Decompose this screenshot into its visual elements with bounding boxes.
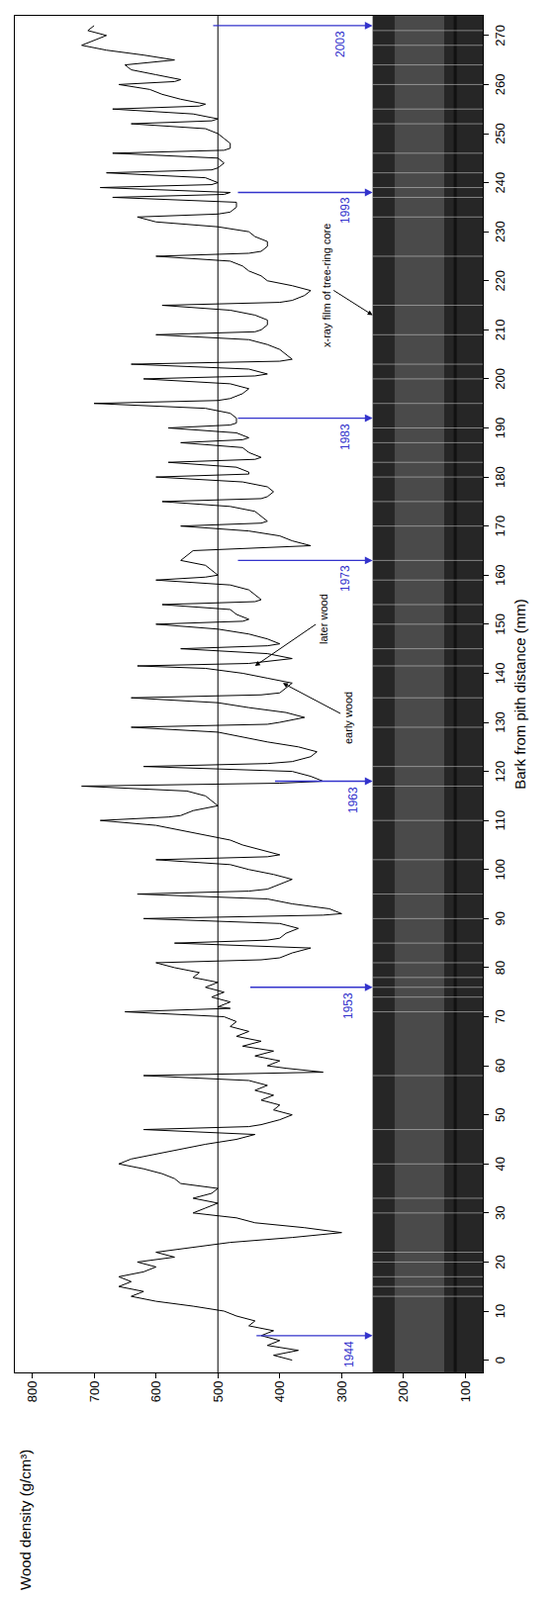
svg-text:600: 600 [148, 1381, 164, 1403]
svg-text:230: 230 [492, 220, 508, 243]
svg-text:20: 20 [492, 1254, 508, 1269]
svg-text:80: 80 [492, 960, 508, 975]
svg-text:500: 500 [210, 1381, 226, 1403]
svg-text:Wood density (g/cm³): Wood density (g/cm³) [16, 1449, 34, 1590]
svg-text:1944: 1944 [342, 1340, 357, 1368]
svg-text:800: 800 [24, 1381, 40, 1403]
svg-text:700: 700 [87, 1381, 102, 1403]
svg-text:200: 200 [492, 368, 508, 390]
svg-text:250: 250 [492, 122, 508, 145]
svg-text:1963: 1963 [346, 786, 361, 814]
svg-text:260: 260 [492, 74, 508, 96]
svg-text:x-ray film of tree-ring core: x-ray film of tree-ring core [320, 223, 333, 348]
svg-text:240: 240 [492, 172, 508, 194]
svg-text:1953: 1953 [341, 992, 356, 1020]
svg-text:210: 210 [492, 318, 508, 341]
svg-text:200: 200 [395, 1381, 411, 1403]
svg-text:40: 40 [492, 1156, 508, 1171]
svg-text:Bark from pith distance (mm): Bark from pith distance (mm) [511, 598, 529, 790]
svg-text:90: 90 [492, 911, 508, 926]
svg-text:270: 270 [492, 24, 508, 47]
svg-text:1993: 1993 [338, 196, 353, 224]
svg-text:170: 170 [492, 515, 508, 538]
svg-text:220: 220 [492, 270, 508, 292]
svg-text:10: 10 [492, 1303, 508, 1318]
svg-text:100: 100 [458, 1381, 473, 1403]
svg-text:160: 160 [492, 563, 508, 586]
svg-text:2003: 2003 [333, 30, 348, 58]
svg-text:110: 110 [492, 810, 508, 832]
svg-text:140: 140 [492, 662, 508, 685]
svg-text:100: 100 [492, 858, 508, 881]
svg-text:400: 400 [272, 1381, 287, 1403]
svg-text:early wood: early wood [342, 691, 355, 744]
svg-text:60: 60 [492, 1058, 508, 1073]
svg-text:30: 30 [492, 1206, 508, 1220]
svg-text:150: 150 [492, 613, 508, 636]
svg-text:0: 0 [492, 1356, 508, 1364]
svg-text:70: 70 [492, 1009, 508, 1023]
svg-text:120: 120 [492, 760, 508, 783]
svg-text:190: 190 [492, 417, 508, 440]
svg-text:1973: 1973 [338, 564, 353, 592]
svg-text:1983: 1983 [338, 423, 353, 451]
svg-text:300: 300 [334, 1381, 350, 1403]
svg-text:later wood: later wood [317, 593, 330, 645]
svg-text:50: 50 [492, 1107, 508, 1121]
svg-text:130: 130 [492, 711, 508, 734]
svg-text:180: 180 [492, 465, 508, 488]
